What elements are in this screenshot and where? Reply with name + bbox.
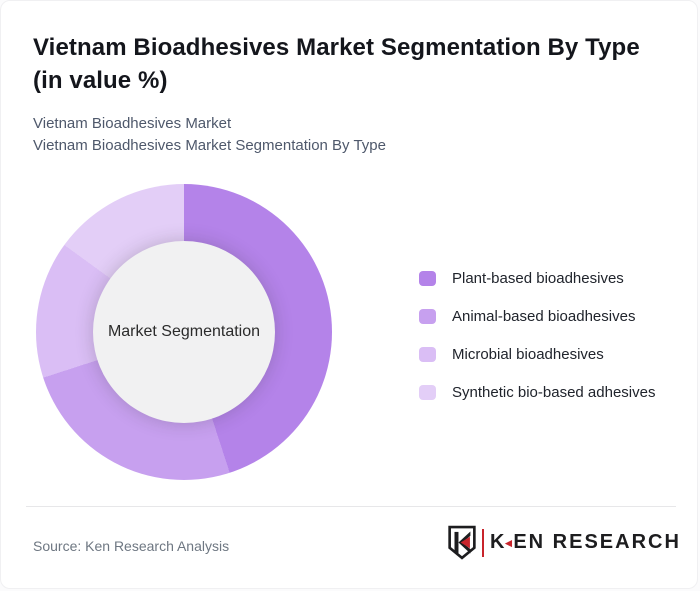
source-note: Source: Ken Research Analysis — [33, 538, 230, 554]
subtitle-line: Vietnam Bioadhesives Market Segmentation… — [33, 137, 386, 154]
subtitle-block: Vietnam Bioadhesives Market Vietnam Bioa… — [33, 113, 386, 157]
legend-swatch — [419, 308, 436, 324]
logo-brand-rest: EN RESEARCH — [513, 531, 681, 553]
legend-item: Animal-based bioadhesives — [419, 306, 655, 326]
donut-center: Market Segmentation — [93, 241, 275, 423]
legend-label: Animal-based bioadhesives — [452, 307, 636, 325]
subtitle-line: Vietnam Bioadhesives Market — [33, 115, 232, 132]
logo-wordmark: K ◄ EN RESEARCH — [490, 531, 681, 554]
logo-divider-bar — [482, 528, 484, 557]
chart-legend: Plant-based bioadhesives Animal-based bi… — [419, 268, 655, 420]
donut-center-label: Market Segmentation — [107, 323, 261, 340]
donut-chart: Market Segmentation — [36, 184, 332, 480]
legend-label: Microbial bioadhesives — [452, 345, 604, 363]
legend-item: Microbial bioadhesives — [419, 344, 655, 364]
ken-research-logo: K ◄ EN RESEARCH — [447, 524, 681, 561]
footer-divider — [26, 506, 676, 507]
legend-swatch — [419, 270, 436, 286]
page-title: Vietnam Bioadhesives Market Segmentation… — [33, 34, 640, 94]
legend-swatch — [419, 384, 436, 400]
legend-item: Plant-based bioadhesives — [419, 268, 655, 288]
red-arrow-icon: ◄ — [502, 536, 517, 550]
legend-label: Plant-based bioadhesives — [452, 269, 624, 287]
shield-k-icon — [448, 525, 476, 560]
legend-swatch — [419, 346, 436, 362]
logo-letter-k: K — [490, 531, 507, 553]
legend-item: Synthetic bio-based adhesives — [419, 382, 655, 402]
legend-label: Synthetic bio-based adhesives — [452, 383, 656, 401]
